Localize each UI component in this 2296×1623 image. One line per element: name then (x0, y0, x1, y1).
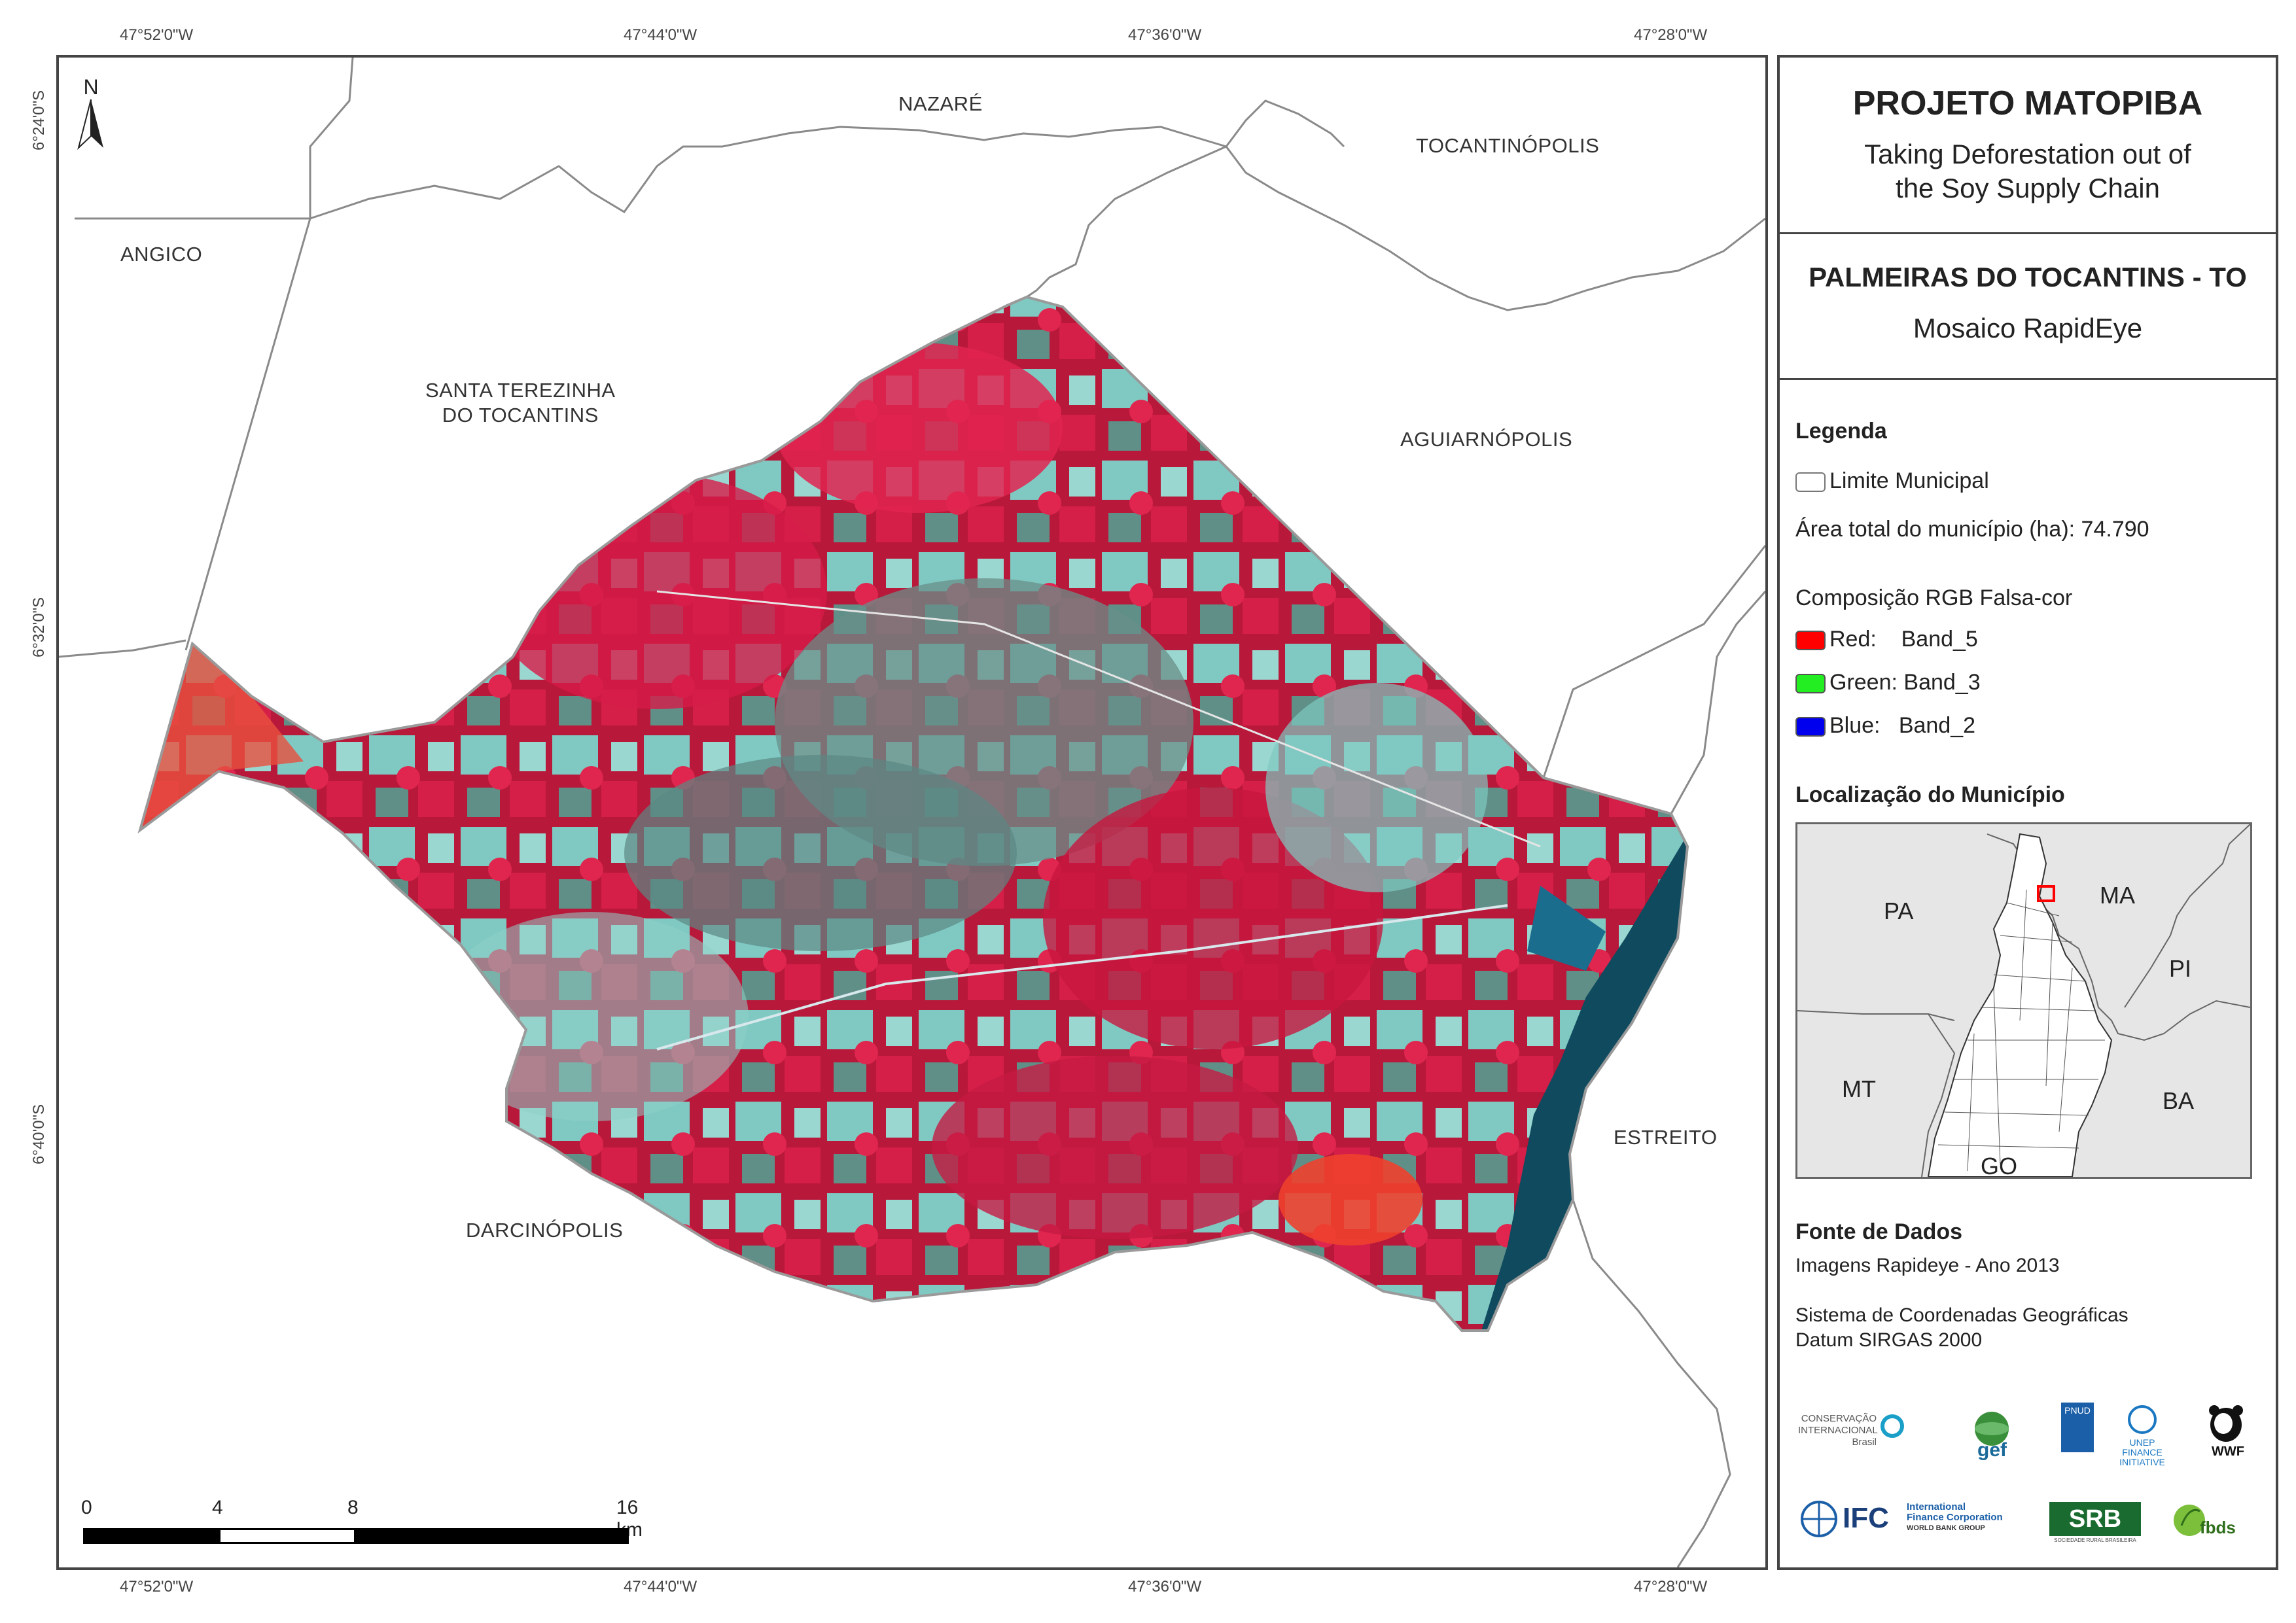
ci-text-3: Brasil (1852, 1437, 1877, 1448)
label-santa-terezinha-line2: DO TOCANTINS (442, 404, 599, 427)
ci-text-1: CONSERVAÇÃO (1801, 1413, 1877, 1424)
legend-band-red: Red: Band_5 (1795, 627, 1978, 652)
lat-label-2: 6°32'0"S (30, 597, 48, 657)
ifc-text-1: International (1907, 1501, 1966, 1512)
wwf-panda-icon (2209, 1405, 2243, 1442)
fbds-leaf-icon (2174, 1505, 2205, 1536)
municipal-boundaries (59, 58, 1765, 1567)
inset-label-ma: MA (2100, 882, 2135, 909)
logo-wwf: WWF (2212, 1444, 2244, 1459)
scale-label-16km: 16 km (616, 1497, 643, 1541)
scale-bar: 0 4 8 16 km (81, 1497, 644, 1549)
logo-srb-sub: SOCIEDADE RURAL BRASILEIRA (2054, 1537, 2136, 1543)
fonte-imagens: Imagens Rapideye - Ano 2013 (1795, 1255, 2060, 1276)
lat-label-3: 6°40'0"S (30, 1104, 48, 1164)
lon-label-top-4: 47°28'0"W (1634, 26, 1708, 44)
logo-pnud: PNUD (2061, 1403, 2094, 1452)
label-santa-terezinha-line1: SANTA TEREZINHA (425, 379, 616, 402)
panel-subtitle-line2: the Soy Supply Chain (1896, 173, 2160, 203)
info-panel (1777, 55, 2278, 1570)
label-santa-terezinha: SANTA TEREZINHA DO TOCANTINS (425, 378, 616, 428)
fonte-sistema: Sistema de Coordenadas Geográficas (1795, 1304, 2128, 1326)
ci-logo-icon (1881, 1414, 1904, 1438)
lon-label-top-1: 47°52'0"W (120, 26, 194, 44)
green-swatch (1795, 674, 1826, 694)
location-highlight (2037, 885, 2055, 902)
lon-label-bottom-4: 47°28'0"W (1634, 1578, 1708, 1596)
scale-label-8: 8 (347, 1497, 359, 1518)
map-canvas (59, 58, 1765, 1567)
lon-label-top-3: 47°36'0"W (1128, 26, 1202, 44)
legend-band-blue-label: Blue: Band_2 (1829, 713, 1976, 738)
limite-swatch (1795, 472, 1826, 493)
panel-subtitle-line1: Taking Deforestation out of (1864, 139, 2191, 169)
label-estreito: ESTREITO (1614, 1126, 1718, 1149)
legend-composicao: Composição RGB Falsa-cor (1795, 585, 2073, 610)
label-aguiarnopolis: AGUIARNÓPOLIS (1400, 428, 1573, 451)
scale-label-0: 0 (81, 1497, 92, 1518)
inset-label-ba: BA (2163, 1087, 2195, 1114)
north-arrow: N (75, 76, 107, 154)
inset-map-canvas (1797, 824, 2250, 1177)
lon-label-bottom-1: 47°52'0"W (120, 1578, 194, 1596)
map-frame: N (56, 55, 1768, 1570)
blue-swatch (1795, 717, 1826, 737)
logo-unep: UNEP FINANCE INITIATIVE (2115, 1438, 2170, 1467)
localizacao-title: Localização do Município (1795, 782, 2065, 807)
municipio-title: PALMEIRAS DO TOCANTINS - TO (1809, 262, 2247, 292)
inset-label-go: GO (1981, 1153, 2018, 1179)
ifc-text-3: WORLD BANK GROUP (1907, 1524, 1985, 1532)
logo-srb: SRB (2049, 1502, 2141, 1536)
label-angico: ANGICO (120, 243, 203, 266)
logo-gef: gef (1977, 1439, 2007, 1461)
fonte-datum: Datum SIRGAS 2000 (1795, 1329, 1983, 1351)
panel-divider-2 (1777, 378, 2278, 380)
logo-ifc: IFC (1843, 1502, 1889, 1534)
label-nazare: NAZARÉ (898, 92, 983, 115)
logo-ifc-text: International Finance Corporation WORLD … (1907, 1502, 2003, 1533)
label-darcinopolis: DARCINÓPOLIS (466, 1219, 624, 1242)
unep-text-3: INITIATIVE (2119, 1457, 2165, 1467)
panel-title: PROJETO MATOPIBA (1852, 84, 2203, 122)
inset-label-pa: PA (1884, 898, 1914, 924)
north-label: N (83, 75, 99, 99)
legend-limite-label: Limite Municipal (1829, 468, 1989, 493)
ci-text-2: INTERNACIONAL (1798, 1425, 1878, 1436)
legend-band-green: Green: Band_3 (1795, 670, 1981, 695)
lon-label-top-2: 47°44'0"W (624, 26, 698, 44)
unep-logo-icon (2128, 1405, 2157, 1434)
legend-area: Área total do município (ha): 74.790 (1795, 517, 2149, 542)
lon-label-bottom-3: 47°36'0"W (1128, 1578, 1202, 1596)
lat-label-1: 6°24'0"S (30, 90, 48, 150)
scale-bar-graphic (83, 1528, 629, 1544)
inset-label-mt: MT (1842, 1075, 1876, 1102)
ifc-globe-icon (1801, 1501, 1837, 1537)
legend-title: Legenda (1795, 419, 1887, 444)
logo-fbds: fbds (2200, 1518, 2236, 1537)
ifc-text-2: Finance Corporation (1907, 1512, 2003, 1523)
legend-limite: Limite Municipal (1795, 468, 1989, 494)
legend-band-green-label: Green: Band_3 (1829, 670, 1981, 695)
palmeiras-boundary (137, 295, 1689, 1332)
legend-band-red-label: Red: Band_5 (1829, 627, 1978, 652)
unep-text-1: UNEP (2129, 1437, 2155, 1448)
red-swatch (1795, 631, 1826, 651)
north-arrow-icon (77, 99, 103, 150)
location-inset-map: PA MA PI MT BA GO (1795, 822, 2252, 1179)
lon-label-bottom-2: 47°44'0"W (624, 1578, 698, 1596)
label-tocantinopolis: TOCANTINÓPOLIS (1416, 134, 1600, 157)
gef-logo-icon (1975, 1412, 2009, 1446)
inset-label-pi: PI (2169, 955, 2192, 982)
unep-text-2: FINANCE (2122, 1447, 2163, 1457)
mosaic-subtitle: Mosaico RapidEye (1913, 313, 2143, 343)
panel-subtitle: Taking Deforestation out of the Soy Supp… (1777, 137, 2278, 205)
fonte-title: Fonte de Dados (1795, 1219, 1963, 1244)
panel-divider-1 (1777, 232, 2278, 234)
logo-conservacao-internacional: CONSERVAÇÃO INTERNACIONAL Brasil (1798, 1413, 1878, 1448)
legend-band-blue: Blue: Band_2 (1795, 713, 1975, 739)
scale-label-4: 4 (212, 1497, 223, 1518)
